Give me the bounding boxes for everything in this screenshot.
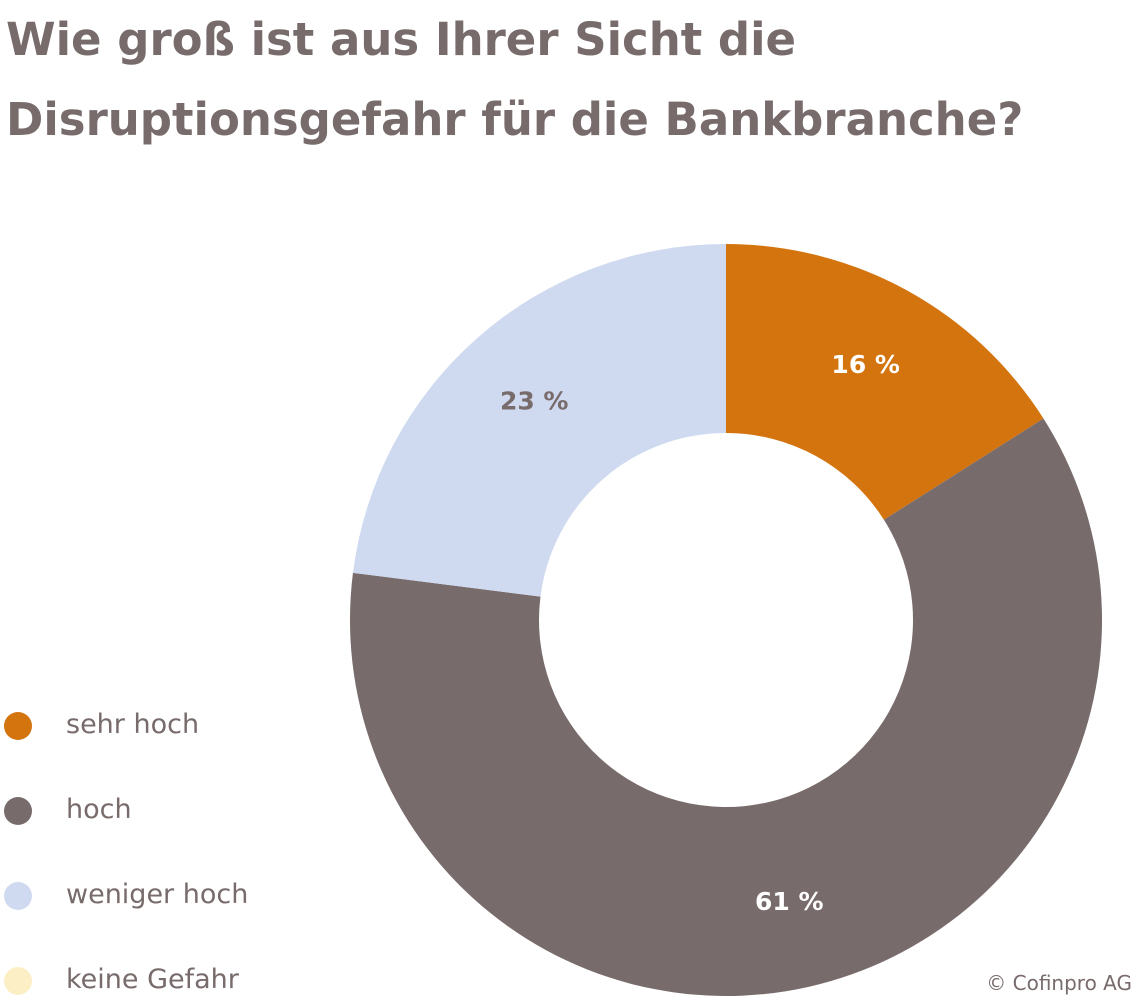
slice-label-hoch: 61 % [755, 887, 824, 916]
slice-label-sehr-hoch: 16 % [831, 350, 900, 379]
slice-hoch [349, 418, 1103, 996]
chart-title-line-2: Disruptionsgefahr für die Bankbranche? [6, 93, 1024, 146]
legend-label-hoch: hoch [66, 794, 132, 825]
legend-label-sehr-hoch: sehr hoch [66, 709, 200, 740]
legend-item-hoch: hoch [4, 785, 324, 835]
slice-label-weniger-hoch: 23 % [500, 386, 569, 415]
slice-weniger-hoch [352, 244, 726, 597]
chart-title-line-1: Wie groß ist aus Ihrer Sicht die [6, 13, 797, 66]
legend-item-keine-gefahr: keine Gefahr [4, 955, 324, 1005]
legend-swatch-sehr-hoch [4, 712, 32, 740]
chart-title: Wie groß ist aus Ihrer Sicht die Disrupt… [6, 0, 1136, 160]
slice-sehr-hoch [726, 244, 1044, 520]
legend-label-keine-gefahr: keine Gefahr [66, 964, 239, 995]
legend-swatch-weniger-hoch [4, 882, 32, 910]
legend-swatch-hoch [4, 797, 32, 825]
legend-label-weniger-hoch: weniger hoch [66, 879, 249, 910]
copyright-note: © Cofinpro AG [986, 971, 1132, 995]
legend-item-weniger-hoch: weniger hoch [4, 870, 324, 920]
legend-swatch-keine-gefahr [4, 967, 32, 995]
legend-item-sehr-hoch: sehr hoch [4, 700, 324, 750]
